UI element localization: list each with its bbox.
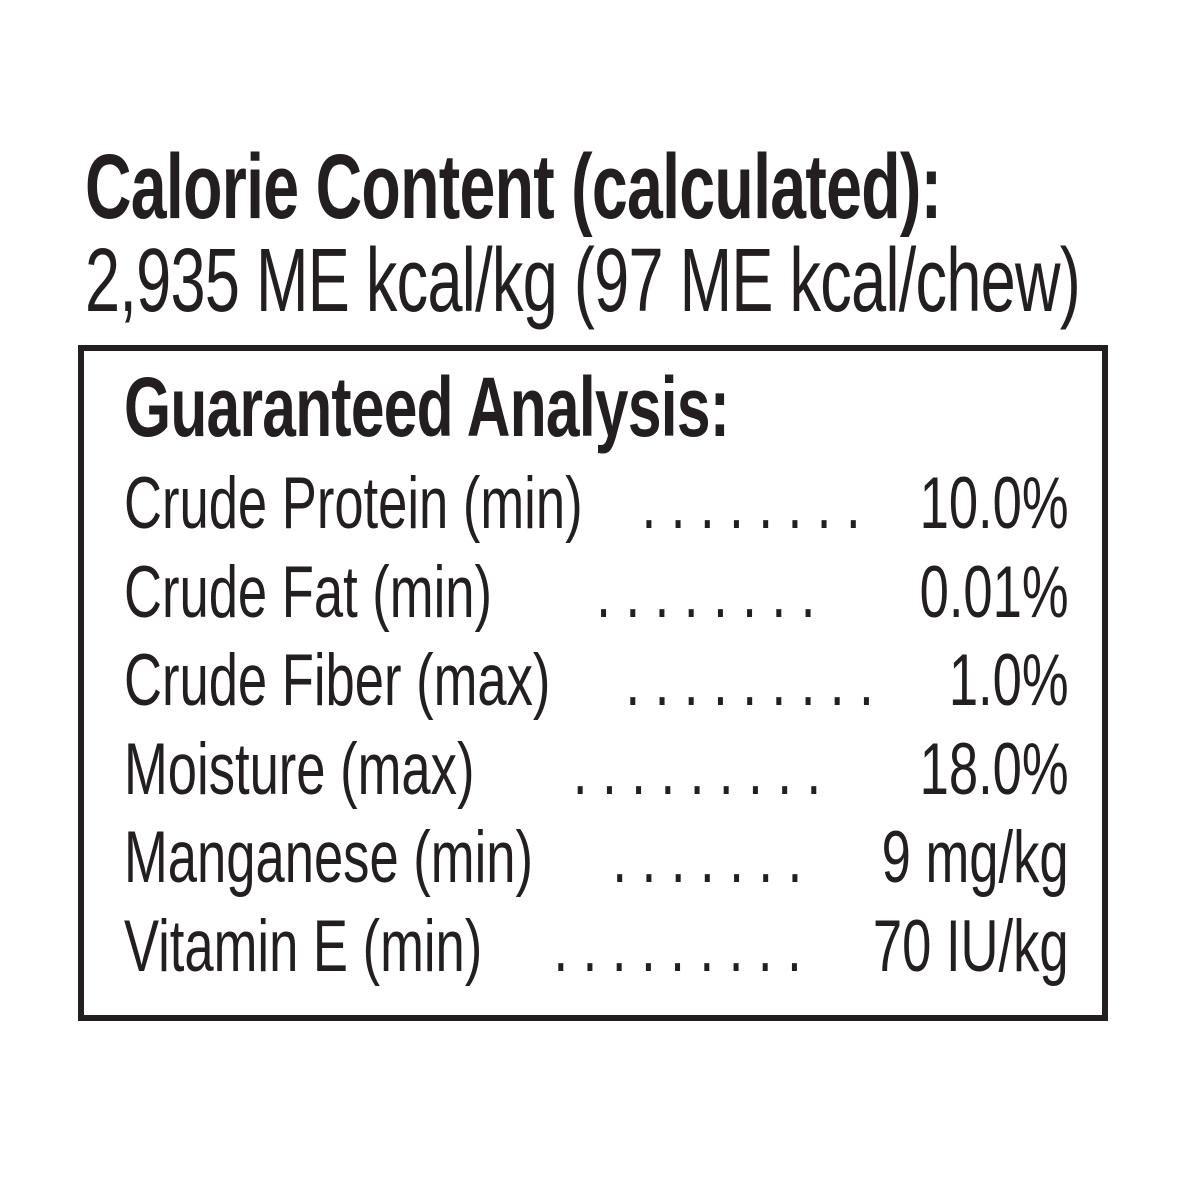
analysis-row-label: Manganese (min) [124, 817, 533, 898]
analysis-row-value: 10.0% [919, 463, 1069, 544]
analysis-row-value: 9 mg/kg [881, 817, 1069, 898]
calorie-content-title: Calorie Content (calculated): [85, 136, 942, 238]
leader-dots: . . . . . . . . [596, 551, 816, 633]
leader-dots: . . . . . . . . . [625, 640, 874, 721]
analysis-row-value: 70 IU/kg [872, 905, 1069, 987]
leader-dots: . . . . . . . . [641, 463, 861, 544]
analysis-row-vitamin-e: Vitamin E (min) . . . . . . . . . 70 IU/… [124, 910, 1069, 999]
leader-dots: . . . . . . . . . [572, 728, 822, 810]
guaranteed-analysis-box: Guaranteed Analysis: Crude Protein (min)… [78, 345, 1108, 1021]
analysis-row-value: 1.0% [948, 640, 1069, 721]
guaranteed-analysis-title: Guaranteed Analysis: [124, 360, 730, 454]
analysis-row-label: Crude Fat (min) [124, 551, 492, 633]
analysis-row-moisture: Moisture (max) . . . . . . . . . 18.0% [124, 733, 1069, 822]
analysis-row-label: Crude Protein (min) [124, 463, 583, 544]
analysis-row-crude-fiber: Crude Fiber (max) . . . . . . . . . 1.0% [124, 644, 1069, 733]
analysis-row-label: Vitamin E (min) [124, 905, 483, 987]
analysis-row-label: Crude Fiber (max) [124, 640, 551, 721]
analysis-row-manganese: Manganese (min) . . . . . . . 9 mg/kg [124, 821, 1069, 910]
analysis-row-crude-protein: Crude Protein (min) . . . . . . . . 10.0… [124, 467, 1069, 556]
analysis-row-value: 18.0% [919, 728, 1069, 810]
calorie-content-value: 2,935 ME kcal/kg (97 ME kcal/chew) [85, 231, 1081, 331]
leader-dots: . . . . . . . . . [553, 905, 802, 987]
leader-dots: . . . . . . . [612, 817, 803, 898]
analysis-row-crude-fat: Crude Fat (min) . . . . . . . . 0.01% [124, 556, 1069, 645]
analysis-row-label: Moisture (max) [124, 728, 475, 810]
analysis-row-value: 0.01% [919, 551, 1069, 633]
guaranteed-analysis-rows: Crude Protein (min) . . . . . . . . 10.0… [124, 467, 1069, 998]
